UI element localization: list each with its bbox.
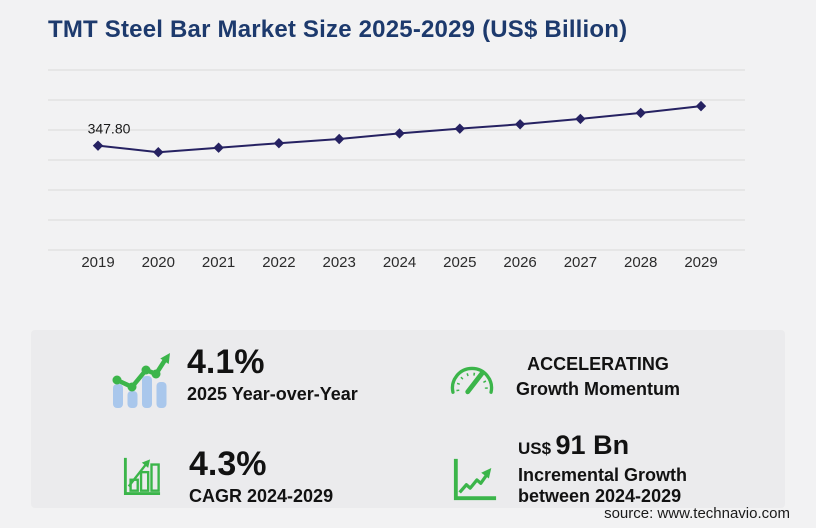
incremental-currency: US$ — [518, 439, 552, 458]
incremental-amount: 91 Bn — [555, 430, 630, 460]
market-size-chart: 347.80 2019 2020 2021 2022 2023 2024 2025 2026 20… — [48, 69, 745, 271]
svg-text:2027: 2027 — [564, 254, 597, 271]
incremental-amount-line: US$ 91 Bn — [518, 430, 687, 465]
yoy-value: 4.1% — [187, 343, 265, 381]
incremental-line1: Incremental Growth — [518, 465, 688, 485]
cagr-text: 4.3% CAGR 2024-2029 — [189, 446, 333, 507]
momentum-line1: ACCELERATING — [527, 354, 669, 374]
cagr-label: CAGR 2024-2029 — [189, 486, 334, 506]
svg-text:2028: 2028 — [624, 254, 657, 271]
incremental-text: US$ 91 Bn Incremental Growth between 202… — [518, 430, 687, 507]
svg-text:2024: 2024 — [383, 254, 416, 271]
svg-text:2029: 2029 — [684, 254, 717, 271]
incremental-growth-icon — [453, 458, 497, 501]
stat-momentum: ACCELERATING Growth Momentum — [448, 352, 680, 402]
svg-text:2023: 2023 — [323, 254, 356, 271]
momentum-gauge-icon — [450, 366, 494, 395]
svg-text:2019: 2019 — [81, 254, 114, 271]
svg-text:2021: 2021 — [202, 254, 235, 271]
bar-chart-arrow-icon — [123, 457, 161, 495]
stat-incremental: US$ 91 Bn Incremental Growth between 202… — [452, 430, 687, 507]
cagr-value: 4.3% — [189, 445, 267, 483]
svg-text:2020: 2020 — [142, 254, 175, 271]
svg-text:2022: 2022 — [262, 254, 295, 271]
source-credit: source: www.technavio.com — [604, 505, 790, 522]
yoy-text: 4.1% 2025 Year-over-Year — [187, 344, 358, 405]
momentum-text: ACCELERATING Growth Momentum — [516, 352, 680, 402]
bar-line-growth-icon — [112, 353, 170, 408]
svg-text:2026: 2026 — [503, 254, 536, 271]
stat-yoy: 4.1% 2025 Year-over-Year — [111, 344, 358, 409]
stats-panel: 4.1% 2025 Year-over-Year ACCELERATING Gr… — [31, 330, 785, 508]
stat-cagr: 4.3% CAGR 2024-2029 — [123, 446, 333, 507]
page-title: TMT Steel Bar Market Size 2025-2029 (US$… — [48, 16, 628, 43]
momentum-line2: Growth Momentum — [516, 379, 680, 399]
svg-text:2025: 2025 — [443, 254, 476, 271]
svg-text:347.80: 347.80 — [88, 121, 131, 137]
incremental-line2: between 2024-2029 — [518, 486, 682, 506]
yoy-label: 2025 Year-over-Year — [187, 384, 358, 404]
